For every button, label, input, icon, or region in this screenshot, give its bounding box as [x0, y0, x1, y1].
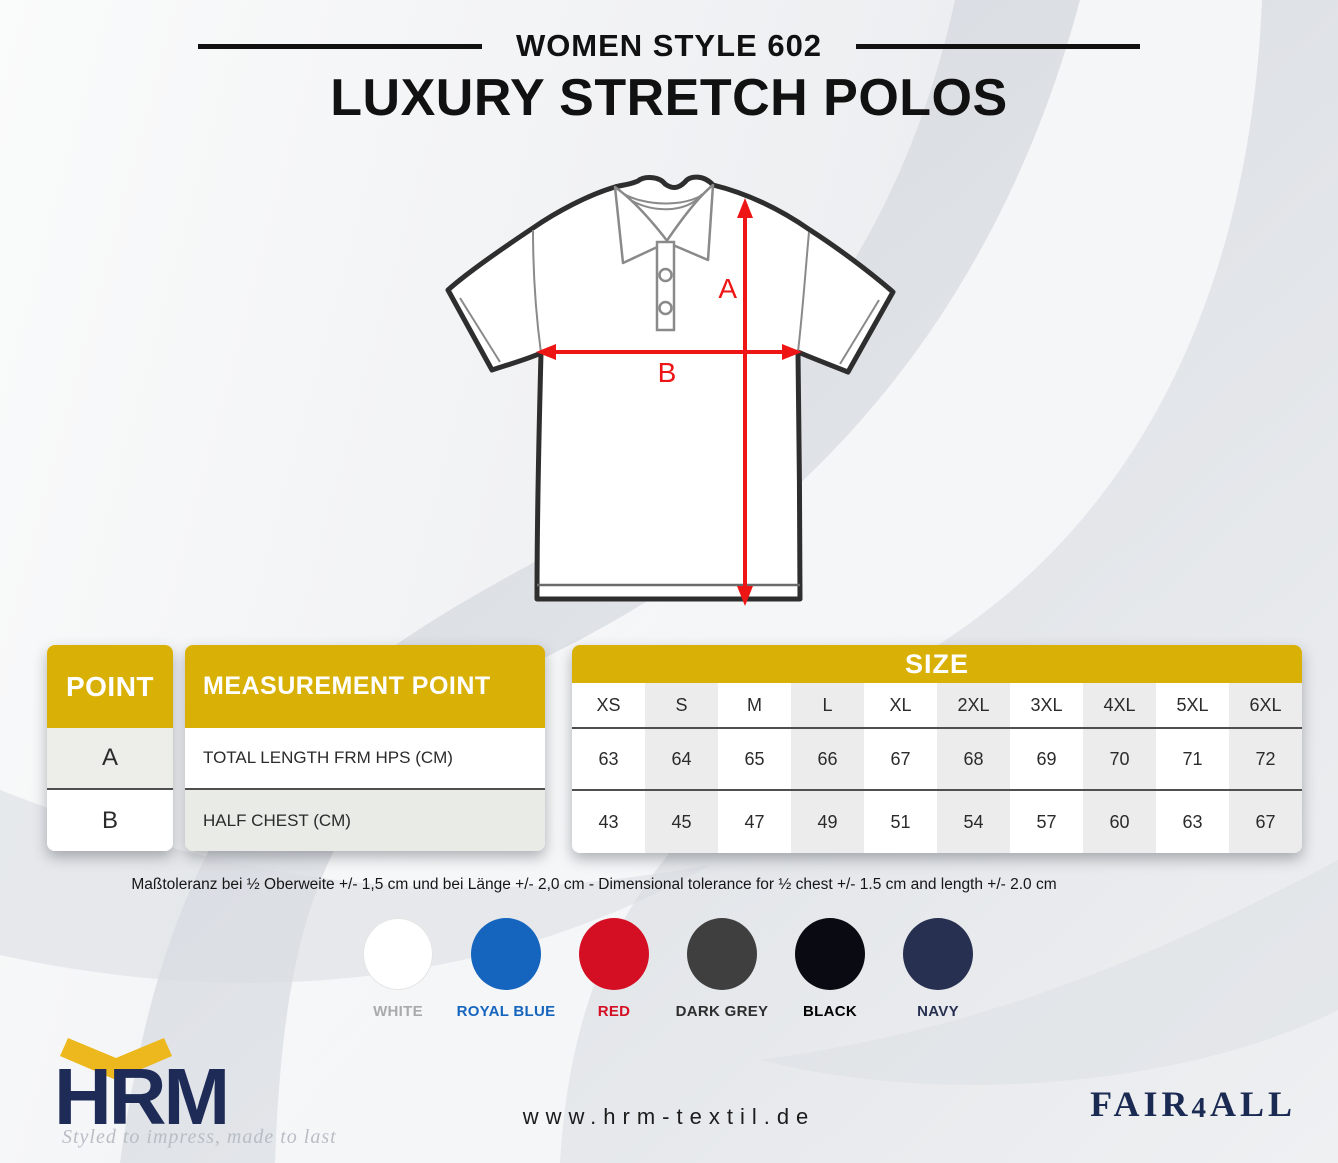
size-column-XL: XL [864, 683, 937, 727]
swatch-label: ROYAL BLUE [456, 1003, 556, 1020]
size-value: 63 [572, 729, 645, 789]
size-value: 67 [864, 729, 937, 789]
swatch-royal-blue: ROYAL BLUE [454, 918, 558, 1022]
size-value: 64 [645, 729, 718, 789]
size-column-XS: XS [572, 683, 645, 727]
size-rows: 63 64 65 66 67 68 69 70 71 72 43 45 47 49 51 54 57 60 63 67 [572, 729, 1302, 853]
measure-arrow-a [737, 198, 753, 606]
swatch-color-dot [579, 918, 649, 990]
swatch-dark-grey: DARK GREY [670, 918, 774, 1022]
size-column-6XL: 6XL [1229, 683, 1302, 727]
page-title: LUXURY STRETCH POLOS [330, 69, 1008, 127]
swatch-navy: NAVY [886, 918, 990, 1022]
measurement-table-rows: TOTAL LENGTH FRM HPS (CM) HALF CHEST (CM) [185, 728, 545, 851]
size-value: 72 [1229, 729, 1302, 789]
point-row-B: B [47, 788, 173, 851]
size-column-5XL: 5XL [1156, 683, 1229, 727]
swatch-label: RED [597, 1003, 631, 1020]
size-value: 54 [937, 791, 1010, 853]
size-value: 67 [1229, 791, 1302, 853]
point-row-A: A [47, 728, 173, 788]
size-value: 71 [1156, 729, 1229, 789]
size-column-3XL: 3XL [1010, 683, 1083, 727]
label-a: A [718, 273, 737, 304]
swatch-black: BLACK [778, 918, 882, 1022]
button-icon [658, 300, 673, 316]
tolerance-note: Maßtoleranz bei ½ Oberweite +/- 1,5 cm u… [131, 876, 1057, 893]
hrm-logo: HRM [54, 1038, 230, 1128]
colorway-swatches: WHITE ROYAL BLUE RED DARK GREY BLACK NAVY [346, 918, 990, 1022]
size-column-2XL: 2XL [937, 683, 1010, 727]
style-number: WOMEN STYLE 602 [515, 28, 823, 63]
swatch-color-dot [471, 918, 541, 990]
swatch-label: BLACK [803, 1003, 857, 1020]
header-rule-left [197, 43, 482, 49]
swatch-label: NAVY [917, 1003, 959, 1020]
size-column-S: S [645, 683, 718, 727]
polo-shirt-diagram: A B [445, 174, 896, 606]
size-row-A: 63 64 65 66 67 68 69 70 71 72 [572, 729, 1302, 789]
size-column-M: M [718, 683, 791, 727]
swatch-color-dot [687, 918, 757, 990]
size-value: 60 [1083, 791, 1156, 853]
fair4all-logo: FAIR4ALL [1090, 1083, 1296, 1125]
size-value: 68 [937, 729, 1010, 789]
swatch-label: DARK GREY [675, 1003, 769, 1020]
measurement-row: HALF CHEST (CM) [185, 788, 545, 851]
size-value: 65 [718, 729, 791, 789]
shirt-outline [445, 174, 896, 602]
fair4all-part1: FAIR [1090, 1084, 1192, 1124]
fair4all-part3: ALL [1209, 1084, 1296, 1124]
measurement-row: TOTAL LENGTH FRM HPS (CM) [185, 728, 545, 788]
logo-chevron-icon [60, 1038, 172, 1080]
swatch-color-dot [363, 918, 433, 990]
size-table: SIZE XS S M L XL 2XL 3XL 4XL 5XL 6XL 63 64 65 66 67 68… [572, 645, 1302, 853]
header: WOMEN STYLE 602 LUXURY STRETCH POLOS [0, 28, 1338, 128]
size-value: 57 [1010, 791, 1083, 853]
size-row-B: 43 45 47 49 51 54 57 60 63 67 [572, 789, 1302, 853]
logo-tagline: Styled to impress, made to last [62, 1126, 337, 1148]
size-value: 51 [864, 791, 937, 853]
size-table-header: SIZE [572, 645, 1302, 683]
size-column-4XL: 4XL [1083, 683, 1156, 727]
swatch-color-dot [903, 918, 973, 990]
point-table-header: POINT [47, 645, 173, 728]
measurement-table-header: MEASUREMENT POINT [185, 645, 545, 728]
measurement-table: MEASUREMENT POINT TOTAL LENGTH FRM HPS (… [185, 645, 545, 851]
website-url: www.hrm-textil.de [522, 1104, 816, 1129]
swatch-red: RED [562, 918, 666, 1022]
fair4all-part2: 4 [1191, 1092, 1210, 1124]
header-rule-right [856, 43, 1141, 49]
size-value: 70 [1083, 729, 1156, 789]
size-value: 49 [791, 791, 864, 853]
size-column-headers: XS S M L XL 2XL 3XL 4XL 5XL 6XL [572, 683, 1302, 729]
label-b: B [658, 357, 677, 388]
measure-arrow-b [536, 344, 802, 360]
size-value: 63 [1156, 791, 1229, 853]
size-column-L: L [791, 683, 864, 727]
logo-text: HRM [54, 1052, 227, 1128]
swatch-label: WHITE [373, 1003, 423, 1020]
size-value: 43 [572, 791, 645, 853]
swatch-white: WHITE [346, 918, 450, 1022]
swatch-color-dot [795, 918, 865, 990]
size-value: 47 [718, 791, 791, 853]
size-value: 69 [1010, 729, 1083, 789]
size-value: 66 [791, 729, 864, 789]
size-value: 45 [645, 791, 718, 853]
button-icon [658, 267, 673, 283]
